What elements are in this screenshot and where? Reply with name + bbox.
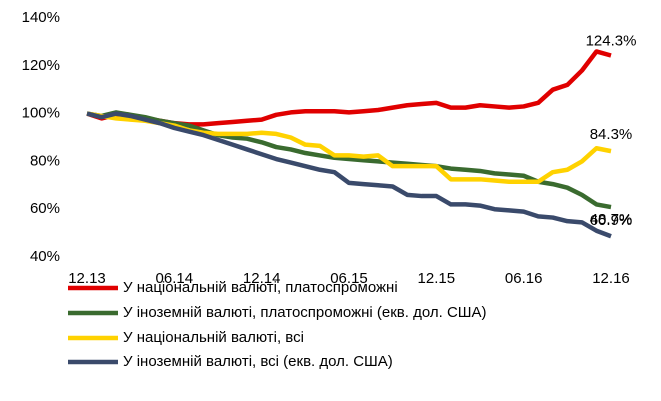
x-tick-label: 06.16 bbox=[505, 270, 543, 287]
x-tick-label: 12.15 bbox=[418, 270, 456, 287]
value-label: 84.3% bbox=[590, 126, 633, 143]
series-line bbox=[86, 49, 612, 127]
value-label: 60.9% bbox=[590, 212, 633, 229]
series-line bbox=[86, 110, 612, 210]
value-label: 48.7% bbox=[590, 211, 633, 228]
value-label: 124.3% bbox=[586, 32, 637, 49]
legend-label: У національній валюті, всі bbox=[123, 329, 304, 346]
y-tick-label: 120% bbox=[22, 57, 60, 74]
y-tick-label: 100% bbox=[22, 105, 60, 122]
x-tick-label: 12.16 bbox=[592, 270, 630, 287]
x-tick-label: 06.15 bbox=[330, 270, 368, 287]
x-tick-label: 06.14 bbox=[156, 270, 194, 287]
series-line bbox=[86, 111, 612, 184]
y-tick-label: 80% bbox=[30, 152, 60, 169]
legend-label: У іноземній валюті, всі (екв. дол. США) bbox=[123, 353, 393, 370]
series-line bbox=[86, 111, 612, 239]
y-tick-label: 140% bbox=[22, 9, 60, 26]
legend-label: У національній валюті, платоспроможні bbox=[123, 279, 398, 296]
x-tick-label: 12.14 bbox=[243, 270, 281, 287]
y-tick-label: 40% bbox=[30, 248, 60, 265]
legend-label: У іноземній валюті, платоспроможні (екв.… bbox=[123, 304, 487, 321]
x-tick-label: 12.13 bbox=[68, 270, 106, 287]
y-tick-label: 60% bbox=[30, 200, 60, 217]
